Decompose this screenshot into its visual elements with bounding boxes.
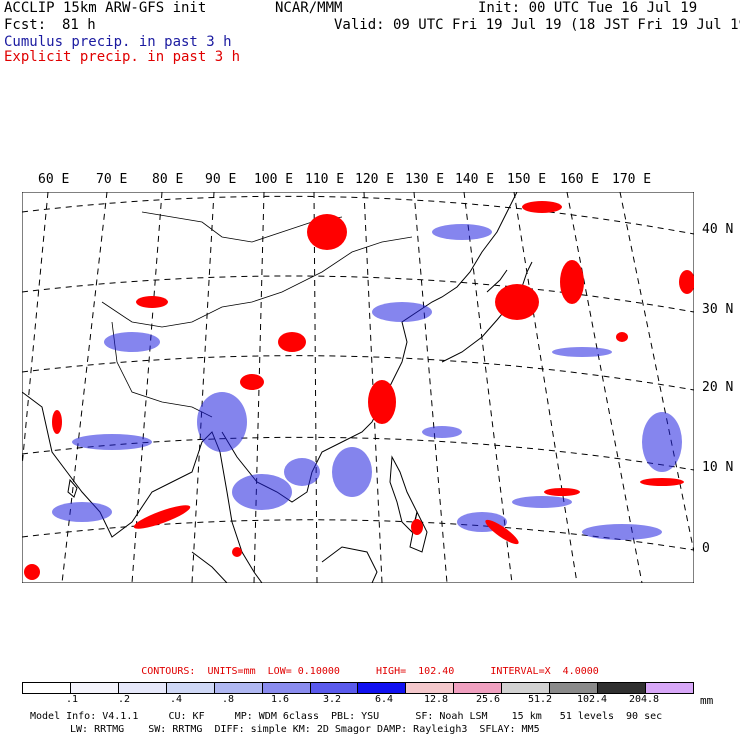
colorbar-segment xyxy=(70,683,119,693)
contours-info: CONTOURS: UNITS=mm LOW= 0.10000 HIGH= 10… xyxy=(141,666,599,677)
lon-label: 60 E xyxy=(38,172,70,187)
map-frame xyxy=(22,192,694,583)
colorbar-segment xyxy=(550,683,599,693)
fcst-label: Fcst: xyxy=(4,17,47,33)
model-title: ACCLIP 15km ARW-GFS init xyxy=(4,0,207,16)
colorbar-tick: 3.2 xyxy=(322,694,342,705)
colorbar-tick: .1 xyxy=(65,694,79,705)
lat-label: 0 xyxy=(702,541,710,556)
colorbar-segment xyxy=(598,683,646,693)
colorbar-tick: 12.8 xyxy=(423,694,449,705)
lon-label: 140 E xyxy=(455,172,495,187)
lon-label: 150 E xyxy=(507,172,547,187)
colorbar-segment xyxy=(166,683,215,693)
lon-label: 130 E xyxy=(405,172,445,187)
colorbar-tick: 102.4 xyxy=(576,694,608,705)
init-time: Init: 00 UTC Tue 16 Jul 19 xyxy=(478,0,698,16)
colorbar-tick: 51.2 xyxy=(527,694,553,705)
lat-label: 10 N xyxy=(702,460,734,475)
fcst-value: 81 h xyxy=(62,17,96,33)
lon-label: 160 E xyxy=(560,172,600,187)
colorbar-tick: 204.8 xyxy=(628,694,660,705)
colorbar-segment xyxy=(310,683,359,693)
lon-label: 110 E xyxy=(305,172,345,187)
lon-label: 120 E xyxy=(355,172,395,187)
colorbar-segment xyxy=(454,683,503,693)
lon-label: 70 E xyxy=(96,172,128,187)
lat-label: 30 N xyxy=(702,302,734,317)
colorbar-segment xyxy=(214,683,263,693)
lat-label: 20 N xyxy=(702,380,734,395)
lon-label: 80 E xyxy=(152,172,184,187)
colorbar-units: mm xyxy=(700,694,714,707)
colorbar-segment xyxy=(262,683,311,693)
lon-label: 90 E xyxy=(205,172,237,187)
colorbar-tick: .4 xyxy=(169,694,183,705)
colorbar-segment xyxy=(502,683,551,693)
colorbar-tick: 1.6 xyxy=(270,694,290,705)
lon-label: 100 E xyxy=(254,172,294,187)
colorbar-segment xyxy=(358,683,407,693)
org-label: NCAR/MMM xyxy=(275,0,343,16)
legend-cumulus: Cumulus precip. in past 3 h xyxy=(4,34,232,50)
lat-label: 40 N xyxy=(702,222,734,237)
colorbar-segment xyxy=(118,683,167,693)
valid-time: Valid: 09 UTC Fri 19 Jul 19 (18 JST Fri … xyxy=(334,17,740,33)
lon-label: 170 E xyxy=(612,172,652,187)
model-info-line2: LW: RRTMG SW: RRTMG DIFF: simple KM: 2D … xyxy=(70,724,540,735)
colorbar-segment xyxy=(23,683,71,693)
colorbar-segment xyxy=(645,683,693,693)
cumulus-precip xyxy=(52,224,682,540)
colorbar-tick: .2 xyxy=(117,694,131,705)
model-info-line1: Model Info: V4.1.1 CU: KF MP: WDM 6class… xyxy=(30,711,663,722)
explicit-precip xyxy=(24,201,694,580)
colorbar-tick: 6.4 xyxy=(374,694,394,705)
legend-explicit: Explicit precip. in past 3 h xyxy=(4,49,241,65)
colorbar-tick: 25.6 xyxy=(475,694,501,705)
colorbar xyxy=(22,682,694,694)
precip-map xyxy=(22,192,694,583)
colorbar-tick: .8 xyxy=(221,694,235,705)
colorbar-segment xyxy=(406,683,455,693)
